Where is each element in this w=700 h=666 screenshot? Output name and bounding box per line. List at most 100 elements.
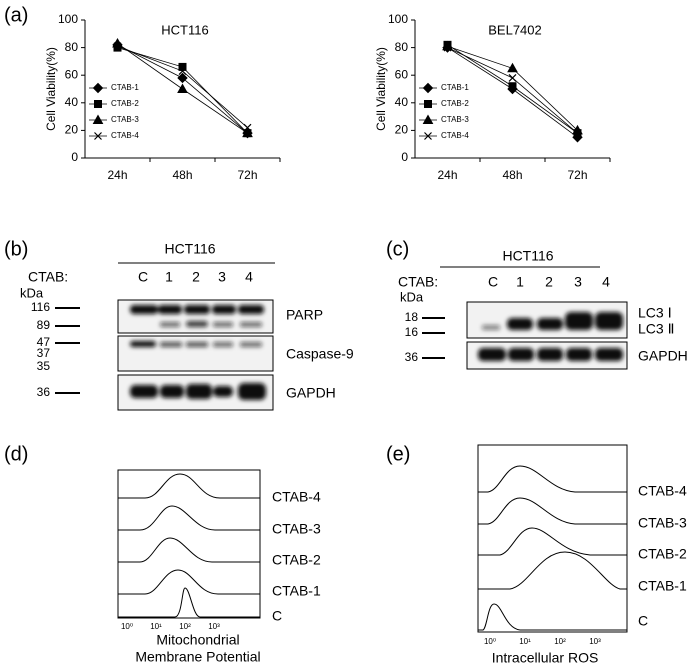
marker	[94, 100, 102, 108]
sample-label: C	[638, 613, 648, 629]
legend-label: CTAB-4	[441, 131, 469, 140]
blot-title: HCT116	[502, 248, 553, 264]
y-tick-label: 0	[71, 150, 78, 164]
lane-label: 1	[516, 274, 524, 290]
marker	[177, 72, 188, 84]
legend-label: CTAB-4	[111, 131, 139, 140]
x-tick-label: 10³	[589, 637, 601, 646]
y-axis-label: Cell Viability(%)	[374, 47, 388, 131]
panel-label: (d)	[4, 443, 28, 465]
blot-c: HCT116 CTAB: C 1 2 3 4 kDa 18 16 36 LC3 …	[398, 248, 688, 370]
marker	[178, 67, 187, 75]
chart-title: BEL7402	[488, 22, 542, 37]
y-tick-label: 100	[58, 12, 78, 26]
marker-ticks	[422, 317, 445, 359]
sample-label: CTAB-3	[272, 521, 321, 537]
marker	[243, 123, 252, 132]
unit: kDa	[20, 285, 44, 300]
y-tick-label: 60	[395, 67, 409, 81]
y-tick-label: 80	[395, 40, 409, 54]
flow-e: 10⁰ 10¹ 10² 10³ CTAB-4 CTAB-3 CTAB-2 CTA…	[477, 444, 687, 666]
lanes-label: CTAB:	[28, 269, 68, 285]
line-charts: HCT116 Cell Viability(%) 0 20 40 60 80 100 24h 48…	[44, 12, 611, 182]
sample-label: CTAB-2	[638, 546, 687, 562]
marker	[424, 132, 432, 140]
mw-marker: 18	[405, 310, 419, 324]
marker	[573, 129, 582, 138]
mw-marker: 16	[405, 325, 419, 339]
x-tick-label: 48h	[172, 168, 192, 182]
x-tick-label: 48h	[502, 168, 522, 182]
x-tick-label: 24h	[107, 168, 127, 182]
panel-label: (a)	[4, 4, 28, 26]
lane-label: 4	[245, 269, 253, 285]
y-tick-label: 60	[65, 67, 79, 81]
sample-label: CTAB-1	[638, 578, 687, 594]
x-tick-label: 10⁰	[121, 622, 133, 631]
x-tick-label: 10¹	[150, 622, 162, 631]
y-axis-label: Cell Viability(%)	[44, 47, 58, 131]
x-tick-label: 10²	[554, 637, 566, 646]
panel-label: (b)	[4, 238, 28, 260]
y-tick-label: 40	[65, 95, 79, 109]
marker	[113, 42, 122, 51]
x-tick-label: 24h	[437, 168, 457, 182]
marker	[507, 62, 518, 73]
y-tick-label: 40	[395, 95, 409, 109]
chart-title: HCT116	[161, 22, 208, 37]
blot-box	[117, 299, 274, 334]
lane-label: 2	[545, 274, 553, 290]
marker	[443, 43, 452, 52]
marker	[424, 100, 432, 108]
mw-marker: 36	[37, 385, 51, 399]
marker	[177, 83, 188, 93]
flow-d: 10⁰ 10¹ 10² 10³ CTAB-4 CTAB-3 CTAB-2 CTA…	[117, 469, 321, 665]
lane-label: 3	[574, 274, 582, 290]
blot-b: HCT116 CTAB: C 1 2 3 4 kDa 116 89 47 37 …	[20, 241, 354, 411]
legend-label: CTAB-3	[441, 115, 469, 124]
marker	[94, 132, 102, 140]
mw-marker: 116	[31, 300, 50, 314]
sample-label: CTAB-2	[272, 552, 321, 568]
lane-label: 4	[602, 274, 610, 290]
legend-label: CTAB-2	[441, 99, 469, 108]
lane-label: C	[488, 274, 498, 290]
x-tick-label: 72h	[237, 168, 257, 182]
mw-marker: 35	[37, 359, 51, 373]
sample-label: CTAB-1	[272, 583, 321, 599]
panel-label: (e)	[386, 443, 410, 465]
sample-label: C	[272, 608, 282, 624]
protein-label: PARP	[286, 307, 323, 323]
plot-frame	[117, 469, 261, 619]
x-tick-label: 72h	[567, 168, 587, 182]
marker	[508, 82, 517, 91]
x-tick-label: 10³	[208, 622, 220, 631]
mw-marker: 36	[405, 350, 419, 364]
histogram-curves	[478, 465, 627, 631]
histogram-curves	[118, 473, 260, 618]
marker	[92, 114, 104, 124]
lane-label: 3	[218, 269, 226, 285]
x-tick-label: 10¹	[519, 637, 531, 646]
x-label: Membrane Potential	[135, 649, 260, 665]
bands	[478, 312, 623, 361]
y-tick-label: 0	[401, 150, 408, 164]
mw-marker: 89	[37, 318, 51, 332]
marker	[242, 127, 253, 138]
marker-ticks	[55, 307, 80, 394]
panel-label: (c)	[386, 238, 409, 260]
x-tick-label: 10²	[179, 622, 191, 631]
y-tick-label: 20	[395, 123, 409, 137]
y-tick-label: 100	[388, 12, 408, 26]
sample-label: CTAB-4	[272, 489, 321, 505]
legend-label: CTAB-2	[111, 99, 139, 108]
sample-label: CTAB-3	[638, 515, 687, 531]
protein-label: LC3 Ⅰ	[638, 305, 672, 321]
protein-label: LC3 Ⅱ	[638, 321, 674, 337]
sample-label: CTAB-4	[638, 483, 687, 499]
y-tick-label: 20	[65, 123, 79, 137]
y-tick-label: 80	[65, 40, 79, 54]
legend-label: CTAB-3	[111, 115, 139, 124]
lanes-label: CTAB:	[398, 274, 438, 290]
